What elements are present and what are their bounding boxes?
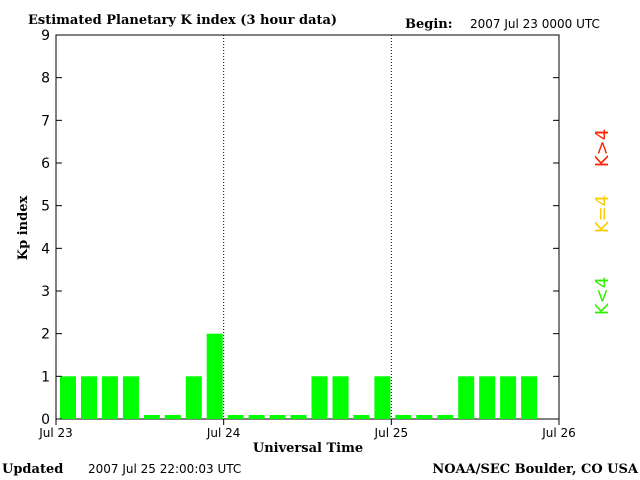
kp-bar [458,376,475,419]
y-tick-label: 4 [41,241,50,257]
y-tick-label: 5 [41,199,50,215]
bar-series [60,333,538,419]
begin-label: Begin: [405,17,453,32]
kp-bar [437,415,454,419]
legend-entry: K=4 [592,195,613,233]
kp-bar [521,376,538,419]
kp-bar [395,415,412,419]
x-axis-label: Universal Time [253,441,363,456]
kp-bar [248,415,265,419]
updated-label: Updated [2,462,63,477]
x-tick-label: Jul 23 [38,426,73,440]
source-credit: NOAA/SEC Boulder, CO USA [432,462,639,477]
kp-bar [353,415,370,419]
y-axis-label: Kp index [16,196,31,261]
kp-bar [311,376,328,419]
legend-entry: K<4 [592,277,613,315]
y-axis: 0 1 2 3 4 5 6 7 8 9 [41,28,559,428]
legend: K<4 K=4 K>4 [592,129,613,315]
y-tick-label: 6 [41,156,50,172]
chart-title: Estimated Planetary K index (3 hour data… [28,13,337,28]
kp-bar [122,376,139,419]
kp-bar [164,415,181,419]
kp-bar [290,415,307,419]
updated-value: 2007 Jul 25 22:00:03 UTC [88,462,241,476]
y-tick-label: 1 [41,369,50,385]
x-tick-label: Jul 26 [541,426,576,440]
day-dividers [223,35,392,419]
kp-bar [227,415,244,419]
x-tick-label: Jul 24 [206,426,241,440]
kp-bar [60,376,76,419]
y-tick-label: 2 [41,327,50,343]
y-tick-label: 3 [41,284,50,300]
kp-bar [185,376,202,419]
kp-bar [374,376,391,419]
y-tick-label: 7 [41,113,50,129]
kp-bar [206,333,223,419]
kp-bar [479,376,496,419]
kp-bar [269,415,286,419]
y-tick-label: 0 [41,412,50,428]
kp-bar [500,376,517,419]
kp-bar [81,376,97,419]
begin-value: 2007 Jul 23 0000 UTC [470,17,600,31]
plot-frame [55,34,560,420]
y-tick-label: 8 [41,71,50,87]
kp-bar [101,376,118,419]
x-tick-label: Jul 25 [374,426,409,440]
x-axis: Jul 23 Jul 24 Jul 25 Jul 26 [38,419,576,440]
kp-bar [416,415,433,419]
y-tick-label: 9 [41,28,50,44]
kp-bar [332,376,349,419]
kp-bar [143,415,160,419]
legend-entry: K>4 [592,129,613,167]
